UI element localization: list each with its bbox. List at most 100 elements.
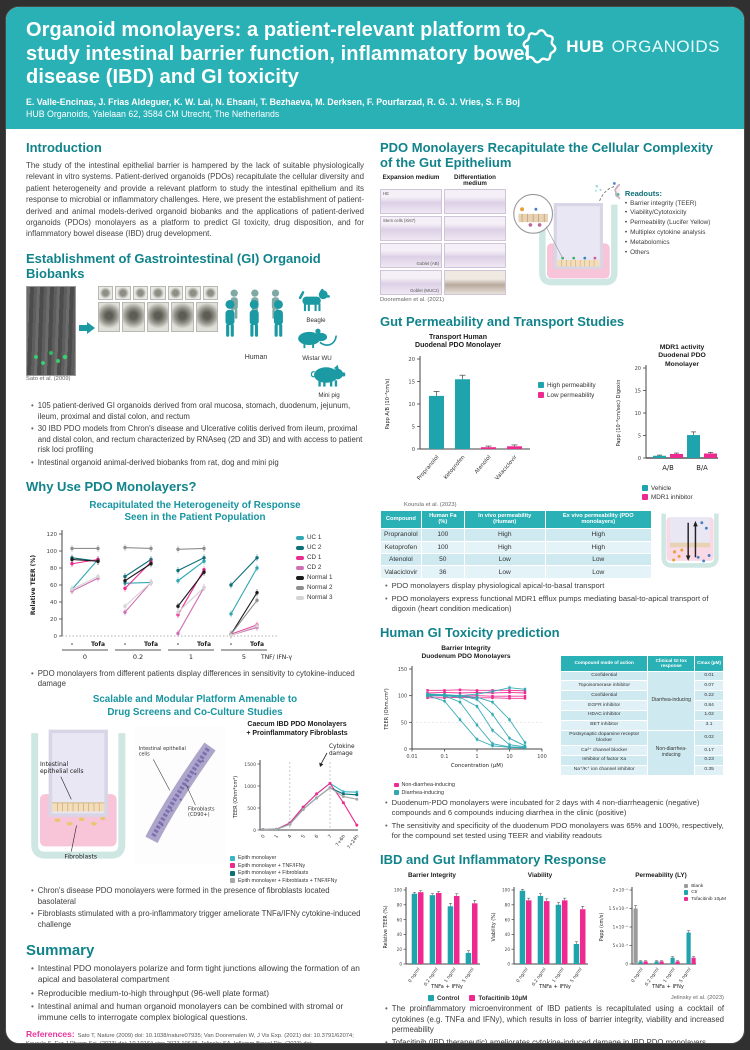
legend-item: Epith monolayer + Fibroblasts [230,870,364,876]
caecum-legend: Epith monolayer Epith monolayer + TNF/IF… [230,855,364,884]
table-cell: Topoisomerase inhibitor [559,680,649,692]
coculture-figure-row: Intestinal epithelial cells Fibroblasts [26,721,364,884]
svg-text:5 ng/ml: 5 ng/ml [569,966,584,983]
table-header: Human Fa (%) [420,509,465,530]
expansion-column: Expansion medium HE Stem cells (Ki67) Go… [380,173,442,297]
poster-title: Organoid monolayers: a patient-relevant … [26,19,531,89]
biobank-bullet: • Intestinal organoid animal-derived biob… [31,457,279,467]
readout-text: Multiplex cytokine analysis [630,229,706,237]
svg-text:-: - [177,641,180,648]
caecum-chart-block: Caecum IBD PDO Monolayers + Proinflammat… [230,721,364,884]
organoid-image [195,301,219,332]
legend-item: CD 1 [296,554,333,561]
table-cell: Low [544,565,653,579]
svg-text:10: 10 [635,411,641,417]
coculture-histology-image: Intestinal epithelial cells Fibroblasts … [134,726,226,864]
svg-text:Valaciclovir: Valaciclovir [494,454,519,482]
histology-grid: Expansion medium HE Stem cells (Ki67) Go… [380,173,506,297]
svg-text:40: 40 [397,932,403,937]
readout-text: Others [630,248,650,256]
histology-cell [444,215,506,241]
ibd-permeability-block: Permeability (LY) 0 5×10⁻⁶ 1×10⁻⁵ 1.5×10⁻⁵ 2… [596,872,726,997]
svg-text:0: 0 [638,456,641,462]
ibd-permeability-legend: Blank Ctr Tofacitinib 10µM [683,884,726,902]
organoid-image [171,301,194,332]
svg-text:20: 20 [408,357,415,363]
svg-text:40: 40 [505,932,511,937]
right-column: PDO Monolayers Recapitulate the Cellular… [380,129,726,1043]
mini-pig-icon [310,364,346,387]
table-cell: 0.22 [694,690,724,702]
table-header: In vivo permeability (Human) [463,509,546,530]
table-row: Atenolol 50 Low Low [380,553,653,567]
teer-heterogeneity-chart: 0 20 40 60 80 100 120 Relative TEER (%) - Tofa - To… [30,530,292,661]
svg-text:Papp (cm/s): Papp (cm/s) [599,912,605,941]
table-header: Cmax (µM) [694,654,724,672]
summary-bullet: • Reproducible medium-to-high throughput … [31,987,269,998]
references-text: Sato T, Nature (2009) doi: 10.1038/natur… [26,1032,354,1044]
legend-item: Epith monolayer [230,855,364,861]
table-cell: 100 [420,528,465,542]
bullet-text: The sensitivity and specificity of the d… [391,820,724,840]
table-cell: High [544,528,653,542]
ibd-permeability-title: Permeability (LY) [635,871,687,879]
svg-text:Cytokine: Cytokine [329,744,355,750]
table-cell-group: Non-diarrhea-inducing [647,729,696,776]
svg-text:Tofa: Tofa [91,641,105,648]
table-cell: Ketoprofen [380,540,422,555]
table-row: Confidential Diarrhea-inducing 0.01 [559,670,724,731]
scalable-bullet: • Chron's disease PDO monolayers were for… [31,886,364,907]
svg-text:0: 0 [54,634,58,640]
svg-text:40: 40 [50,600,57,606]
svg-text:0: 0 [412,447,415,453]
table-cell: BET inhibitor [559,719,649,731]
svg-text:0: 0 [83,653,87,661]
svg-text:Tofa: Tofa [144,641,158,648]
table-cell: Atenolol [380,553,422,567]
column-header: Expansion medium [382,173,440,181]
scalable-title: Scalable and Modular Platform Amenable t… [26,694,364,718]
svg-text:0: 0 [404,747,407,753]
toxicity-bullet: • Duodenum-PDO monolayers were incubated … [385,798,724,818]
bullet-text: PDO monolayers express functional MDR1 e… [391,593,709,613]
biobank-bullet: • 105 patient-derived GI organoids derive… [31,401,364,422]
svg-text:1×10⁻⁵: 1×10⁻⁵ [613,924,629,929]
svg-text:1.5×10⁻⁵: 1.5×10⁻⁵ [609,906,629,911]
svg-text:0 ng/ml: 0 ng/ml [407,966,422,983]
table-cell: Low [463,565,546,579]
logo-text-hub: HUB [566,37,605,56]
ibd-viability-title: Viability [527,871,553,879]
svg-text:1: 1 [475,754,478,760]
svg-text:Papp (10⁻⁶cm/sec) Digoxin: Papp (10⁻⁶cm/sec) Digoxin [616,379,622,446]
svg-text:0.2: 0.2 [133,653,143,661]
authors-line: E. Valle-Encinas, J. Frias Aldeguer, K. … [26,96,520,107]
svg-text:0: 0 [253,828,256,834]
tox-chart-title: Barrier Integrity Duodenum PDO Monolayer… [421,644,511,660]
mdr1-chart-block: MDR1 activity Duodenal PDO Monolayer 0 5 1… [612,334,724,501]
bullet-text: Intestinal animal and human organoid mon… [37,1001,344,1023]
table-row: EGFR inhibitor 0.84 [559,700,724,711]
svg-text:Atenolol: Atenolol [474,455,493,476]
svg-text:-: - [71,641,74,648]
svg-text:80: 80 [505,902,511,907]
svg-text:5: 5 [300,834,307,840]
header: Organoid monolayers: a patient-relevant … [6,7,744,129]
legend-item: MDR1 inhibitor [642,494,724,501]
table-row: Confidential 0.22 [559,690,724,702]
svg-text:0: 0 [399,961,402,966]
barrier-integrity-tox-chart: 0 50 100 150 TEER (Ohm.cm²) 0.01 0.1 1 10 100 Conc… [384,666,547,769]
legend-item: High permeability [538,382,610,389]
legend-item: Blank [683,884,726,889]
svg-text:A/B: A/B [662,464,674,472]
table-row: Na⁺/K⁺ ion channel inhibitor 0.35 [559,764,724,776]
svg-text:Relative TEER (%): Relative TEER (%) [30,555,37,616]
permeability-table: Compound Human Fa (%) In vivo permeabili… [380,509,653,579]
svg-text:1 ng/ml: 1 ng/ml [662,966,677,983]
beagle-dog-icon [298,288,330,311]
ibd-charts-row: Barrier Integrity 0 20 40 60 80 100 Relative T… [380,871,726,997]
table-row: Postsynaptic dopamine receptor blocker No… [559,729,724,776]
svg-text:damage: damage [329,751,353,757]
table-cell: Propranolol [380,528,422,542]
svg-text:15: 15 [408,380,415,386]
